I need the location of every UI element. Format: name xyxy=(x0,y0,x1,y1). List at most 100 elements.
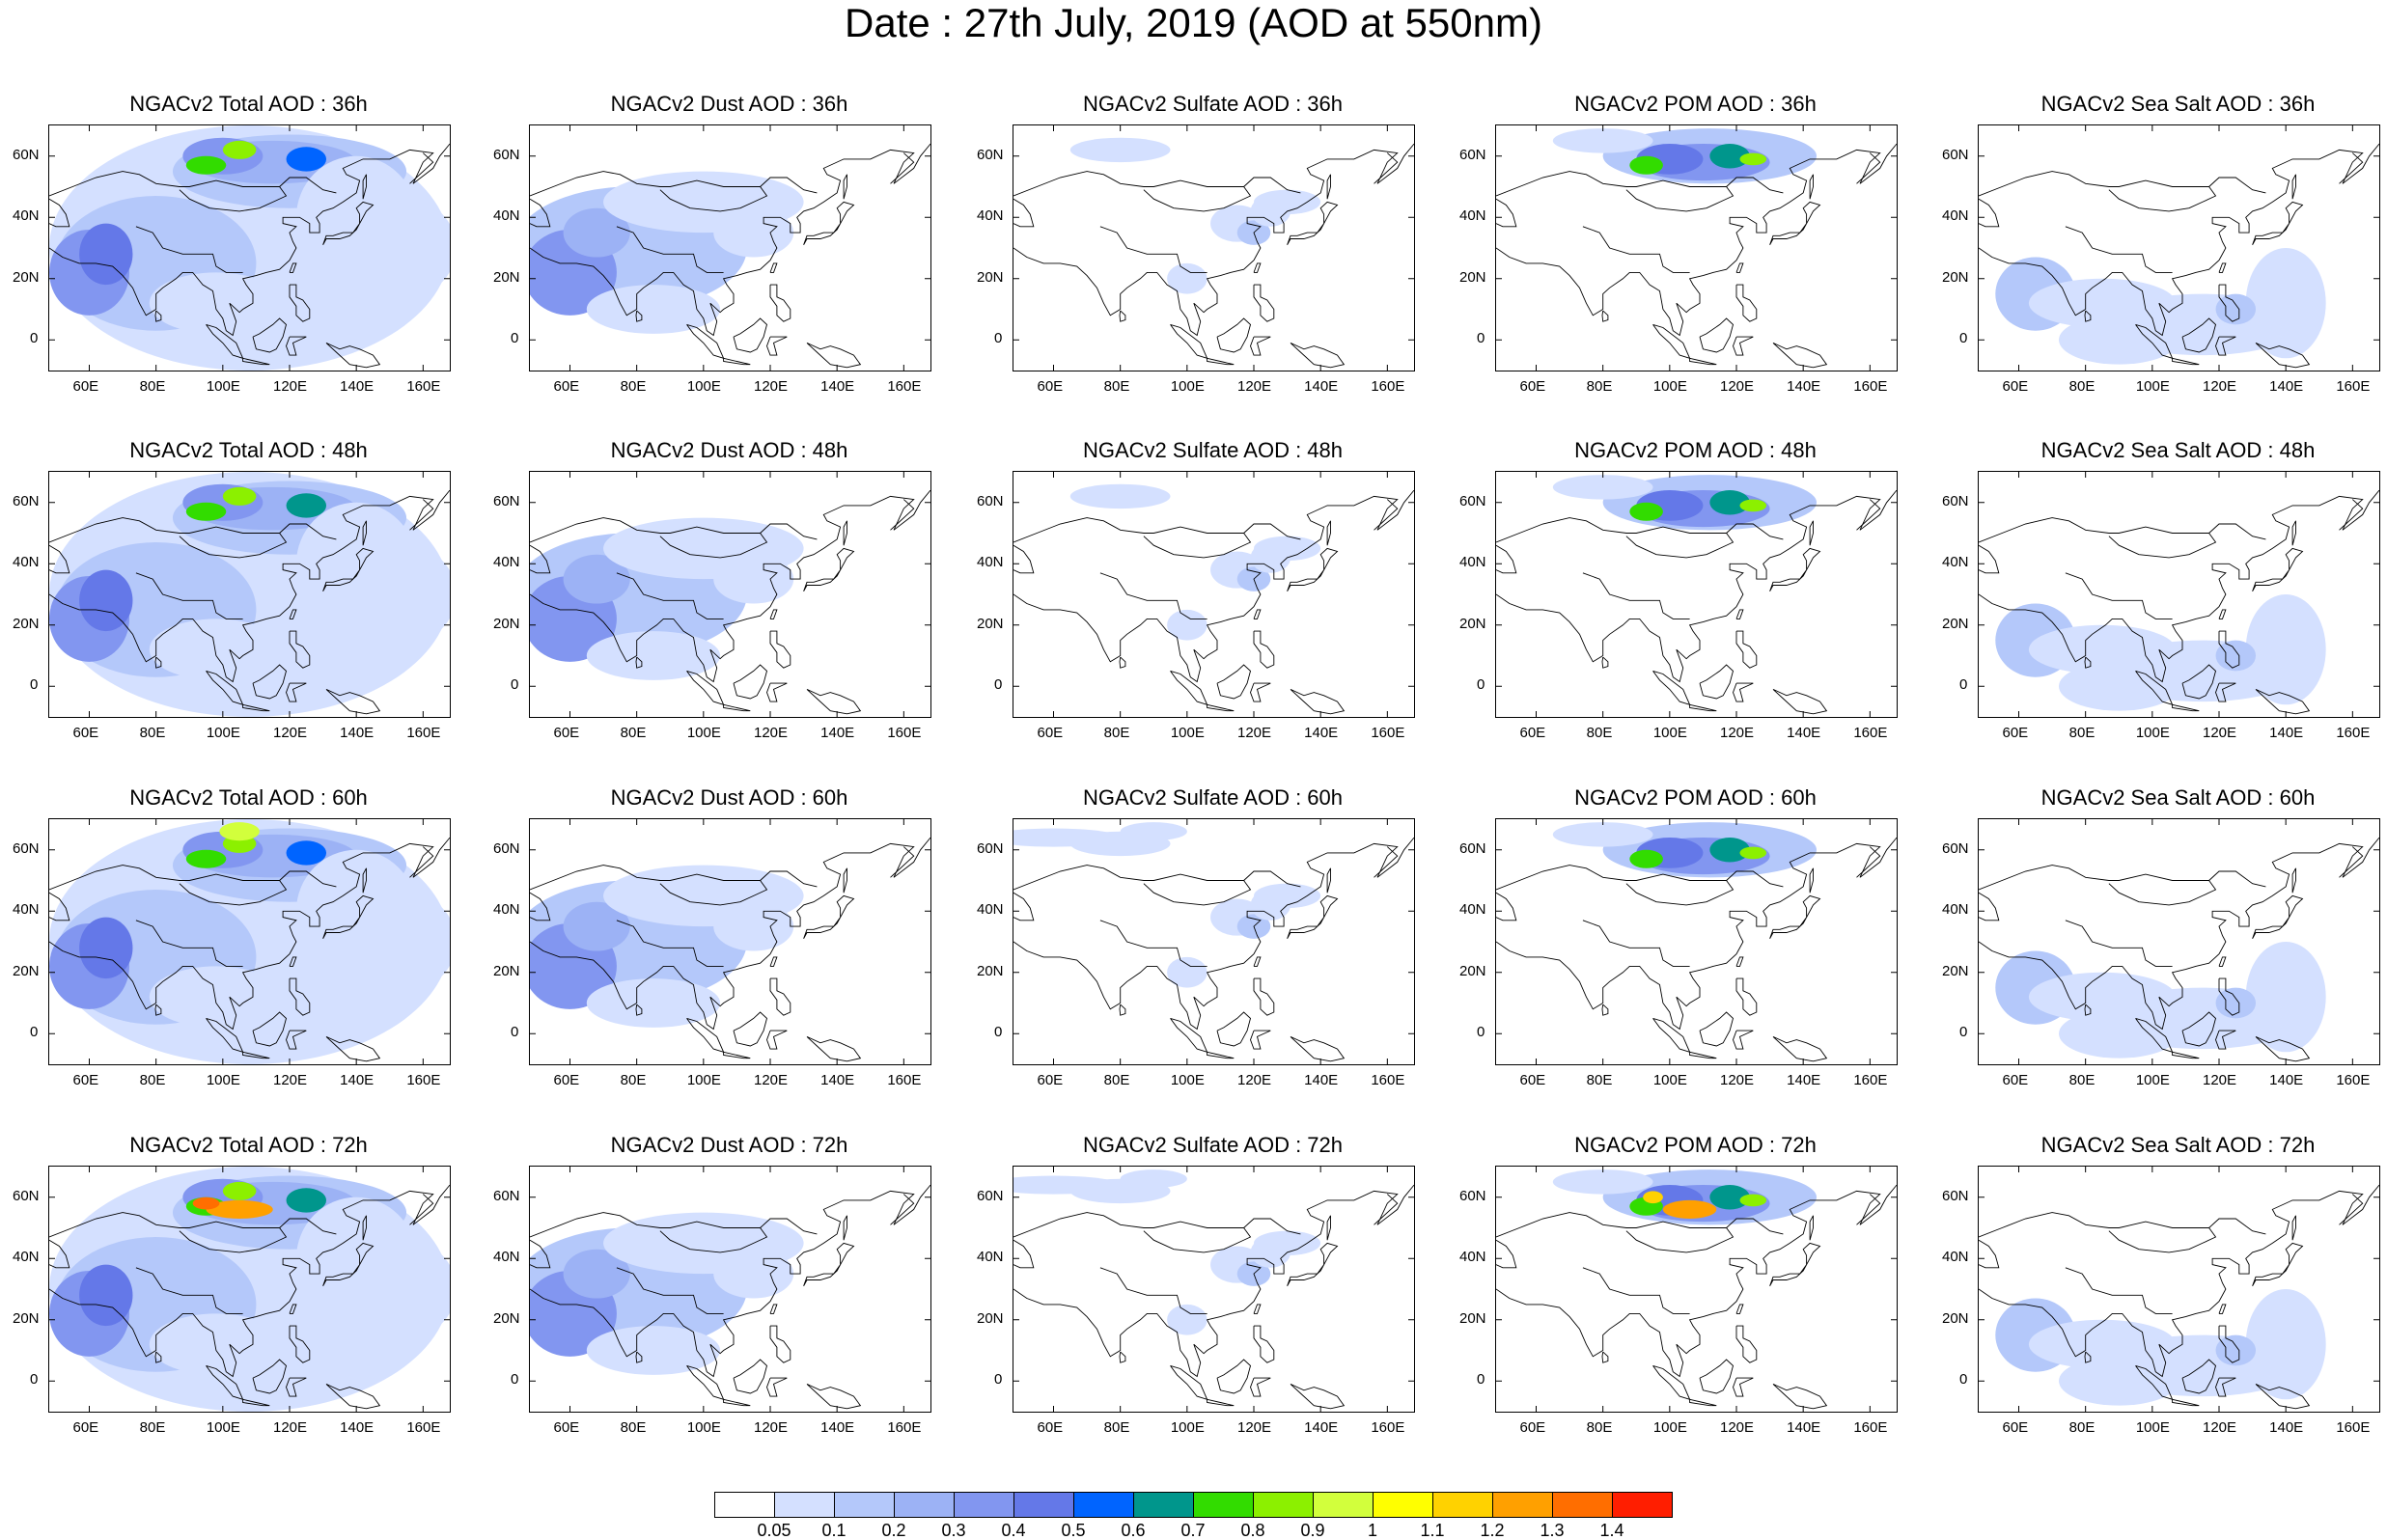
coastline xyxy=(362,1215,367,1241)
coastline xyxy=(49,171,337,197)
coastline xyxy=(49,198,70,228)
panel-title: NGACv2 POM AOD : 48h xyxy=(1574,438,1817,462)
coastline xyxy=(1979,544,2000,574)
lon-tick-label: 120E xyxy=(273,1419,308,1436)
coastline xyxy=(49,1239,70,1269)
colorbar-label: 0.9 xyxy=(1300,1521,1325,1540)
coastline xyxy=(206,1364,244,1401)
lat-tick-label: 20N xyxy=(1942,962,1969,979)
coastline xyxy=(1652,323,1691,360)
coastline xyxy=(1253,262,1262,273)
coastline xyxy=(1013,892,1035,921)
coastline xyxy=(1733,1030,1754,1050)
coastline xyxy=(409,1194,434,1225)
coastline xyxy=(2215,682,2236,702)
aod-field xyxy=(1496,1167,1897,1412)
coastline xyxy=(890,152,915,184)
lon-tick-label: 140E xyxy=(820,725,855,741)
lat-tick-label: 60N xyxy=(1459,492,1486,509)
coastline xyxy=(530,1239,551,1269)
lon-tick-label: 140E xyxy=(340,378,375,395)
coastline xyxy=(1496,489,1897,683)
aod-shade-region xyxy=(79,917,133,979)
coastline xyxy=(135,1267,243,1314)
coastline xyxy=(686,1017,725,1054)
aod-shade-region xyxy=(206,1199,273,1219)
lon-tick-label: 160E xyxy=(1853,1419,1888,1436)
aod-shade-region xyxy=(286,147,327,172)
aod-shade-region xyxy=(1552,475,1653,500)
lon-tick-label: 140E xyxy=(1787,378,1821,395)
lon-tick-label: 120E xyxy=(754,725,789,741)
lon-tick-label: 160E xyxy=(1371,1419,1405,1436)
lat-tick-label: 60N xyxy=(493,839,520,857)
lon-tick-label: 60E xyxy=(72,725,99,741)
coastline xyxy=(1099,572,1207,619)
coastline xyxy=(1216,317,1252,353)
aod-shade-region xyxy=(219,822,260,841)
coastline xyxy=(2065,920,2173,967)
panel-title: NGACv2 Dust AOD : 60h xyxy=(610,785,848,810)
coastline xyxy=(2215,1030,2236,1050)
aod-shade-region xyxy=(149,272,284,334)
lon-tick-label: 100E xyxy=(206,1419,240,1436)
lat-tick-label: 20N xyxy=(1459,268,1486,286)
coastline xyxy=(530,517,818,543)
coastline xyxy=(135,226,243,273)
lon-tick-label: 120E xyxy=(1237,378,1272,395)
aod-field xyxy=(1496,125,1897,371)
aod-shade-region xyxy=(286,1188,327,1213)
coastline xyxy=(242,357,270,366)
coastline xyxy=(2215,1377,2236,1397)
lon-tick-label: 80E xyxy=(139,725,166,741)
coastline xyxy=(2084,1351,2092,1363)
colorbar-swatch xyxy=(1193,1492,1254,1518)
coastline xyxy=(1207,1398,1235,1407)
lon-tick-label: 80E xyxy=(2068,1072,2096,1088)
coastline xyxy=(1143,533,1252,559)
coastline xyxy=(2252,1242,2304,1287)
lon-tick-label: 120E xyxy=(1720,725,1755,741)
aod-shade-region xyxy=(1120,822,1187,841)
aod-shade-region xyxy=(2245,942,2326,1053)
colorbar-label: 1.4 xyxy=(1599,1521,1624,1540)
coastline xyxy=(1769,547,1821,592)
coastline xyxy=(1287,201,1339,246)
lon-tick-label: 120E xyxy=(1720,378,1755,395)
coastline xyxy=(1769,894,1821,940)
lat-tick-label: 40N xyxy=(1942,1249,1969,1266)
lon-tick-label: 80E xyxy=(1103,378,1130,395)
aod-shade-region xyxy=(149,966,284,1028)
aod-field xyxy=(1013,472,1414,717)
lon-tick-label: 100E xyxy=(206,725,240,741)
coastline xyxy=(1013,1184,1414,1378)
coastline xyxy=(2218,262,2227,273)
lon-tick-label: 100E xyxy=(1170,1072,1205,1088)
coastline xyxy=(1809,520,1814,546)
aod-shade-region xyxy=(1739,152,1767,166)
aod-shade-region xyxy=(713,901,794,951)
coastline xyxy=(1772,342,1828,369)
coastline xyxy=(49,1184,450,1378)
aod-shade-region xyxy=(1709,144,1750,169)
aod-field xyxy=(530,1167,930,1412)
lat-tick-label: 60N xyxy=(977,839,1004,857)
aod-shade-region xyxy=(1629,502,1663,521)
coastline xyxy=(1119,656,1126,669)
lon-tick-label: 100E xyxy=(206,1072,240,1088)
coastline xyxy=(2255,342,2311,369)
coastline xyxy=(252,664,288,700)
coastline xyxy=(2135,1017,2174,1054)
coastline xyxy=(1735,1304,1744,1314)
coastline xyxy=(1287,894,1339,940)
coastline xyxy=(1253,977,1275,1016)
coastline xyxy=(766,1377,788,1397)
colorbar-label: 1.2 xyxy=(1480,1521,1505,1540)
coastline xyxy=(2108,880,2217,906)
lon-tick-label: 120E xyxy=(273,378,308,395)
map-plot-area xyxy=(1495,471,1898,718)
lat-tick-label: 40N xyxy=(13,207,40,225)
coastline xyxy=(1496,865,1784,891)
aod-shade-region xyxy=(322,192,450,304)
lon-tick-label: 140E xyxy=(1304,1419,1339,1436)
